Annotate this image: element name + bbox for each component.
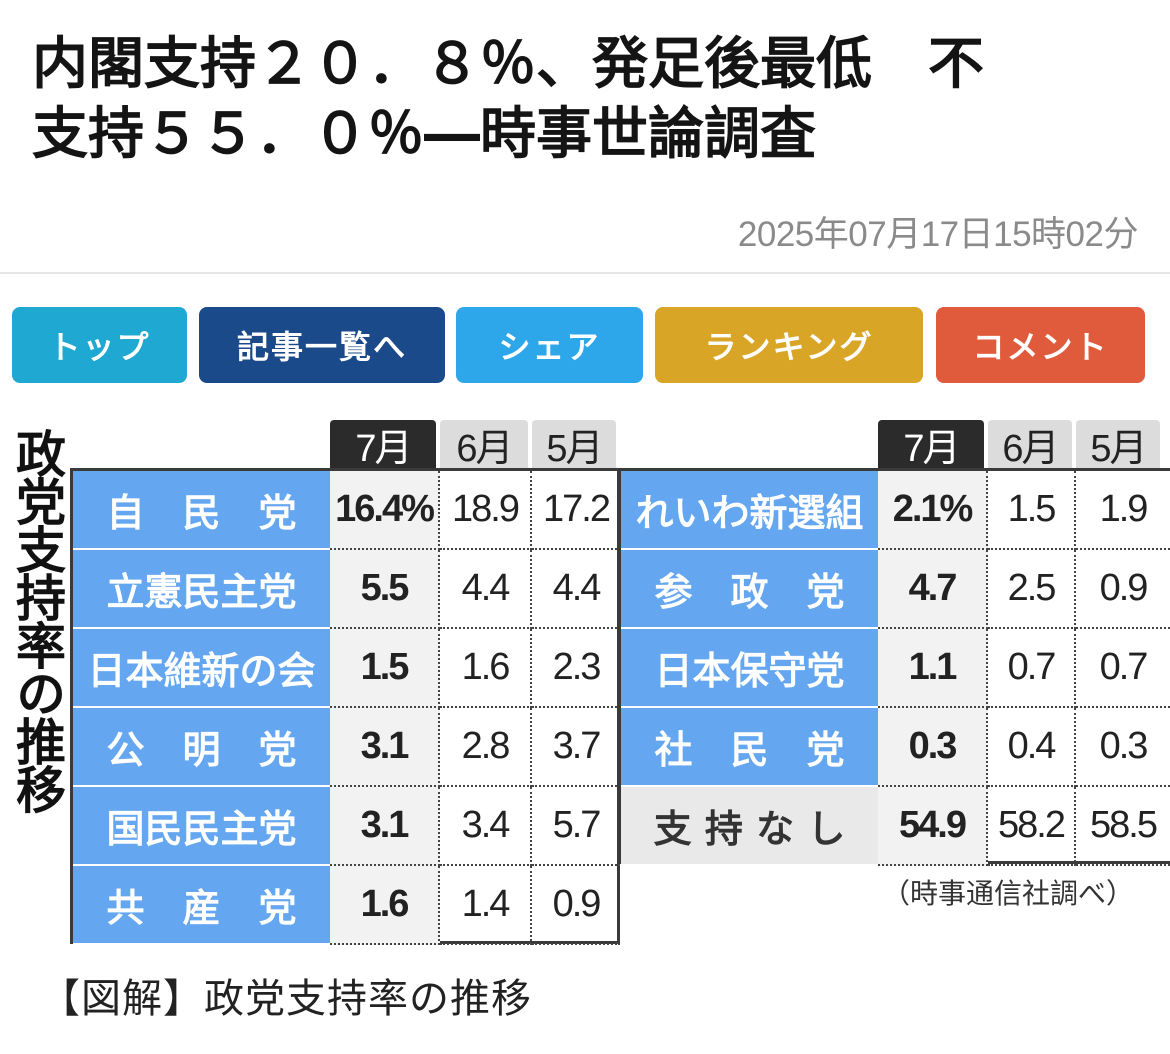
support-value-jun: 2.8	[440, 708, 532, 787]
article-title: 内閣支持２０．８％、発足後最低 不 支持５５．０％―時事世論調査	[32, 30, 1142, 170]
party-row: 立憲民主党 5.5 4.4 4.4	[73, 550, 620, 629]
support-value-jun: 1.6	[440, 629, 532, 708]
support-value-jun: 1.5	[988, 471, 1076, 550]
support-value-jul: 0.3	[878, 708, 988, 787]
support-value-jun: 2.5	[988, 550, 1076, 629]
party-row: 支 持 な し 54.9 58.2 58.5	[621, 787, 1170, 866]
article-list-button[interactable]: 記事一覧へ	[199, 307, 445, 383]
party-row: 自 民 党 16.4% 18.9 17.2	[73, 471, 620, 550]
support-value-jul: 1.1	[878, 629, 988, 708]
support-value-may: 0.9	[1076, 550, 1170, 629]
support-value-jul: 16.4%	[330, 471, 440, 550]
left-month-tab-may: 5月	[532, 420, 616, 470]
party-row: 日本保守党 1.1 0.7 0.7	[621, 629, 1170, 708]
support-value-may: 0.3	[1076, 708, 1170, 787]
party-row: 参 政 党 4.7 2.5 0.9	[621, 550, 1170, 629]
article-timestamp: 2025年07月17日15時02分	[737, 215, 1139, 254]
source-note: （時事通信社調べ）	[882, 877, 1135, 910]
right-month-tab-jul: 7月	[878, 420, 984, 470]
support-value-may: 4.4	[532, 550, 620, 629]
left-month-tab-jul: 7月	[330, 420, 436, 470]
left-month-tab-jun: 6月	[440, 420, 528, 470]
support-value-may: 2.3	[532, 629, 620, 708]
party-name: 日本保守党	[621, 629, 878, 708]
header-divider	[0, 272, 1170, 274]
support-value-jun: 3.4	[440, 787, 532, 866]
support-value-jun: 0.7	[988, 629, 1076, 708]
support-value-jun: 58.2	[988, 787, 1076, 866]
party-row: 日本維新の会 1.5 1.6 2.3	[73, 629, 620, 708]
article-title-line-1: 内閣支持２０．８％、発足後最低 不	[32, 32, 984, 97]
support-value-jul: 1.5	[330, 629, 440, 708]
party-row: 国民民主党 3.1 3.4 5.7	[73, 787, 620, 866]
infographic-vertical-title: 政党支持率の推移	[8, 428, 66, 812]
support-value-may: 1.9	[1076, 471, 1170, 550]
party-name: 国民民主党	[73, 787, 330, 866]
support-value-jun: 4.4	[440, 550, 532, 629]
party-name: 自 民 党	[73, 471, 330, 550]
support-value-may: 5.7	[532, 787, 620, 866]
support-value-jun: 0.4	[988, 708, 1076, 787]
party-name: 日本維新の会	[73, 629, 330, 708]
party-row: 社 民 党 0.3 0.4 0.3	[621, 708, 1170, 787]
support-value-jul: 2.1%	[878, 471, 988, 550]
party-name: れいわ新選組	[621, 471, 878, 550]
party-row: れいわ新選組 2.1% 1.5 1.9	[621, 471, 1170, 550]
share-button[interactable]: シェア	[456, 307, 643, 383]
support-value-jun: 18.9	[440, 471, 532, 550]
party-name: 参 政 党	[621, 550, 878, 629]
support-value-jul: 3.1	[330, 708, 440, 787]
support-value-may: 3.7	[532, 708, 620, 787]
party-name: 立憲民主党	[73, 550, 330, 629]
party-row: 共 産 党 1.6 1.4 0.9	[73, 866, 620, 945]
party-name: 公 明 党	[73, 708, 330, 787]
article-title-line-2: 支持５５．０％―時事世論調査	[32, 102, 816, 167]
party-name: 社 民 党	[621, 708, 878, 787]
support-value-jul: 1.6	[330, 866, 440, 945]
support-value-jul: 5.5	[330, 550, 440, 629]
support-value-jul: 54.9	[878, 787, 988, 866]
right-month-tab-jun: 6月	[988, 420, 1072, 470]
support-value-may: 17.2	[532, 471, 620, 550]
support-value-may: 0.7	[1076, 629, 1170, 708]
support-value-may: 0.9	[532, 866, 620, 945]
support-value-jul: 3.1	[330, 787, 440, 866]
support-value-jul: 4.7	[878, 550, 988, 629]
party-name: 共 産 党	[73, 866, 330, 945]
support-value-jun: 1.4	[440, 866, 532, 945]
party-name: 支 持 な し	[621, 787, 878, 866]
right-support-table: れいわ新選組 2.1% 1.5 1.9 参 政 党 4.7 2.5 0.9 日本保守党 1.1 0.…	[618, 468, 1170, 866]
support-value-may: 58.5	[1076, 787, 1170, 866]
top-button[interactable]: トップ	[12, 307, 187, 383]
right-month-tab-may: 5月	[1076, 420, 1160, 470]
left-support-table: 自 民 党 16.4% 18.9 17.2 立憲民主党 5.5 4.4 4.4 日本維新の会 1.…	[70, 468, 620, 945]
comment-button[interactable]: コメント	[936, 307, 1145, 383]
party-row: 公 明 党 3.1 2.8 3.7	[73, 708, 620, 787]
ranking-button[interactable]: ランキング	[655, 307, 923, 383]
infographic-caption: 【図解】政党支持率の推移	[40, 976, 532, 1022]
